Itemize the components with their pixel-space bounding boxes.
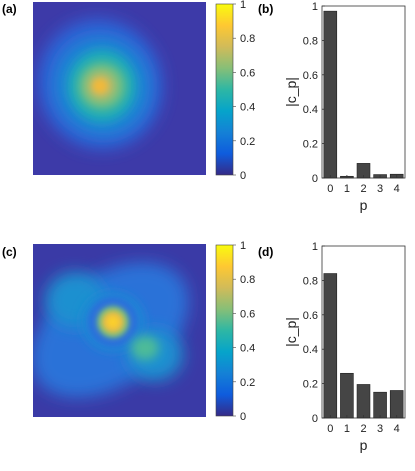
bar-p2 (356, 384, 371, 419)
colorbar-top-tick-label: 0.6 (240, 67, 255, 79)
colorbar-bottom-tick-label: 1 (240, 240, 246, 252)
y-tick-label: 0.6 (303, 310, 318, 322)
y-tick-label: 0.8 (303, 275, 318, 287)
x-tick-label: 4 (394, 423, 400, 435)
y-tick-label: 0.8 (303, 35, 318, 47)
intensity-map-c (33, 244, 206, 417)
y-tick-label: 1 (312, 241, 318, 253)
x-tick-label: 2 (360, 423, 366, 435)
bar-p4 (389, 390, 404, 419)
y-tick-label: 0.2 (303, 139, 318, 151)
panel-label-c: (c) (2, 245, 17, 259)
colorbar-bottom-tick-label: 0 (240, 411, 246, 423)
bar-p0 (323, 273, 338, 419)
y-tick-label: 0.6 (303, 70, 318, 82)
y-axis-label: |c_p| (283, 77, 299, 107)
x-tick-label: 2 (360, 183, 366, 195)
y-tick-label: 0 (312, 413, 318, 425)
colorbar-top-tick-label: 0.4 (240, 102, 255, 114)
colorbar-bottom-tick-label: 0.4 (240, 343, 255, 355)
colorbar-bottom-tick-label: 0.2 (240, 377, 255, 389)
panel-label-a: (a) (2, 2, 17, 16)
panel-label-d: (d) (258, 245, 273, 259)
y-tick-label: 0 (312, 173, 318, 185)
colorbar-top-tick-label: 1 (240, 0, 246, 11)
y-tick-label: 0.4 (303, 344, 318, 356)
colorbar-bottom-tick-label: 0.6 (240, 308, 255, 320)
x-tick-label: 1 (344, 183, 350, 195)
bar-chart-b: 00.20.40.60.810 1 2 3 4p|c_p| (283, 1, 406, 213)
x-tick-label: 0 (327, 183, 333, 195)
x-axis-label: p (360, 437, 368, 453)
y-tick-label: 1 (312, 1, 318, 13)
y-tick-label: 0.2 (303, 379, 318, 391)
intensity-map-a (33, 2, 206, 175)
x-tick-label: 0 (327, 423, 333, 435)
colorbar-top-tick-label: 0.2 (240, 136, 255, 148)
colorbar-top-tick-label: 0 (240, 170, 246, 182)
y-tick-label: 0.4 (303, 104, 318, 116)
bar-p1 (340, 372, 354, 419)
y-axis-label: |c_p| (283, 317, 299, 347)
bar-p0 (323, 10, 338, 179)
colorbar-bottom-tick-label: 0.8 (240, 274, 255, 286)
x-tick-label: 1 (344, 423, 350, 435)
x-tick-label: 3 (377, 183, 383, 195)
x-tick-label: 4 (394, 183, 400, 195)
bar-p3 (373, 391, 387, 419)
panel-label-b: (b) (258, 2, 273, 16)
colorbar-top-tick-label: 0.8 (240, 33, 255, 45)
colorbar-bottom: 0 0.2 0.4 0.6 0.8 1 (215, 240, 255, 423)
colorbar-top: 0 0.2 0.4 0.6 0.8 1 (215, 0, 255, 182)
x-axis-label: p (360, 197, 368, 213)
x-tick-label: 3 (377, 423, 383, 435)
bar-chart-d: 00.20.40.60.810 1 2 3 4p|c_p| (283, 241, 406, 453)
